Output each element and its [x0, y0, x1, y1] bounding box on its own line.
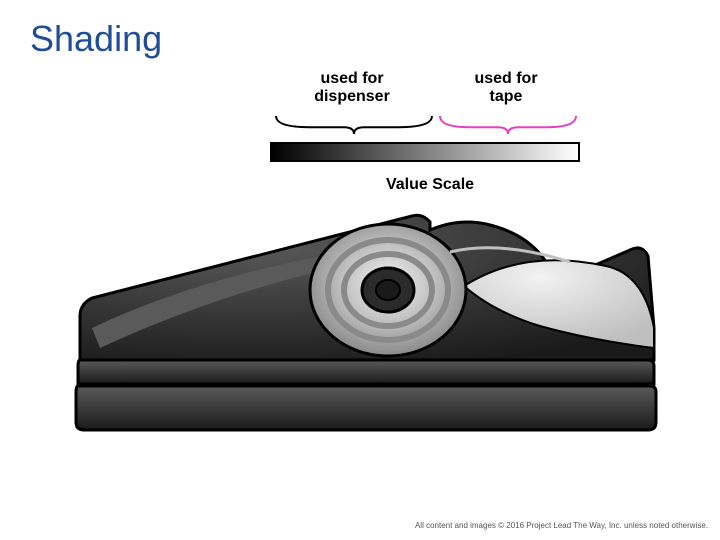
label-tape-line1: used for: [474, 70, 537, 87]
label-tape: used for tape: [446, 70, 566, 106]
brace-dispenser-icon: [274, 114, 434, 136]
brace-tape-icon: [438, 114, 578, 136]
label-dispenser-line1: used for: [320, 70, 383, 87]
dispenser-base-lower: [76, 386, 656, 430]
label-dispenser: used for dispenser: [292, 70, 412, 106]
slide: Shading used for dispenser used for tape…: [0, 0, 720, 540]
value-scale-bar: [270, 142, 580, 162]
value-scale-caption: Value Scale: [360, 176, 500, 194]
tape-dispenser-illustration: [70, 208, 660, 438]
page-title: Shading: [30, 18, 162, 60]
copyright-footer: All content and images © 2016 Project Le…: [415, 521, 708, 530]
label-tape-line2: tape: [490, 88, 523, 105]
dispenser-base-upper: [78, 360, 654, 384]
label-dispenser-line2: dispenser: [314, 88, 390, 105]
